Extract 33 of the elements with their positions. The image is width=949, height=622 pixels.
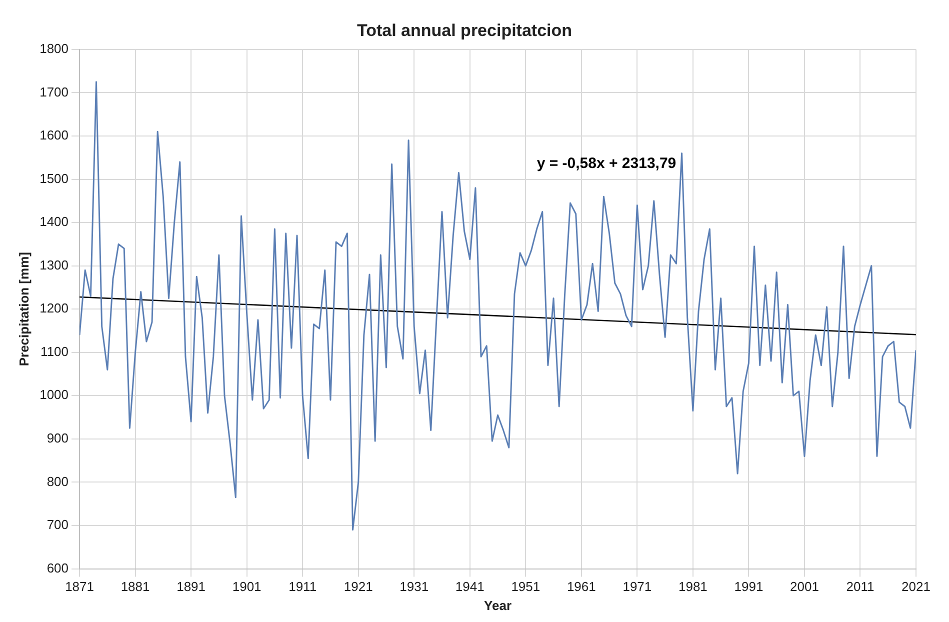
y-tick-label: 600 [46,560,69,576]
y-tick-label: 1000 [40,387,69,402]
x-tick-label: 1951 [511,579,540,594]
x-tick-label: 1981 [678,579,708,594]
x-tick-label: 1991 [734,579,764,594]
x-tick-label: 2001 [790,579,819,594]
y-tick-label: 900 [46,430,69,446]
annotation: y = -0,58x + 2313,79 [536,154,676,172]
y-tick-label: 1300 [40,257,69,272]
x-tick-label: 1971 [622,579,652,594]
y-tick-label: 1800 [40,40,69,56]
x-tick-label: 1961 [566,579,596,594]
x-axis-title: Year [484,598,512,613]
x-tick-label: 1921 [344,579,373,594]
y-tick-label: 700 [46,517,69,532]
x-tick-label: 1901 [232,579,262,594]
y-tick-label: 1400 [40,214,69,230]
y-tick-label: 1200 [40,300,69,316]
y-tick-label: 1500 [40,170,69,186]
x-tick-label: 1911 [288,579,317,594]
y-tick-label: 1600 [40,128,69,143]
x-tick-label: 2011 [846,579,874,594]
y-tick-label: 1100 [40,344,69,359]
x-tick-label: 2021 [902,579,930,594]
x-tick-label: 1891 [176,579,206,594]
x-tick-label: 1871 [65,579,94,594]
y-axis-title: Precipitation [mm] [16,252,32,366]
y-tick-label: 800 [46,474,69,489]
x-tick-label: 1881 [120,579,150,594]
y-tick-label: 1700 [40,84,69,100]
x-tick-label: 1931 [400,579,429,594]
x-tick-label: 1941 [455,579,484,594]
chart-title: Total annual precipitatcion [356,20,572,40]
